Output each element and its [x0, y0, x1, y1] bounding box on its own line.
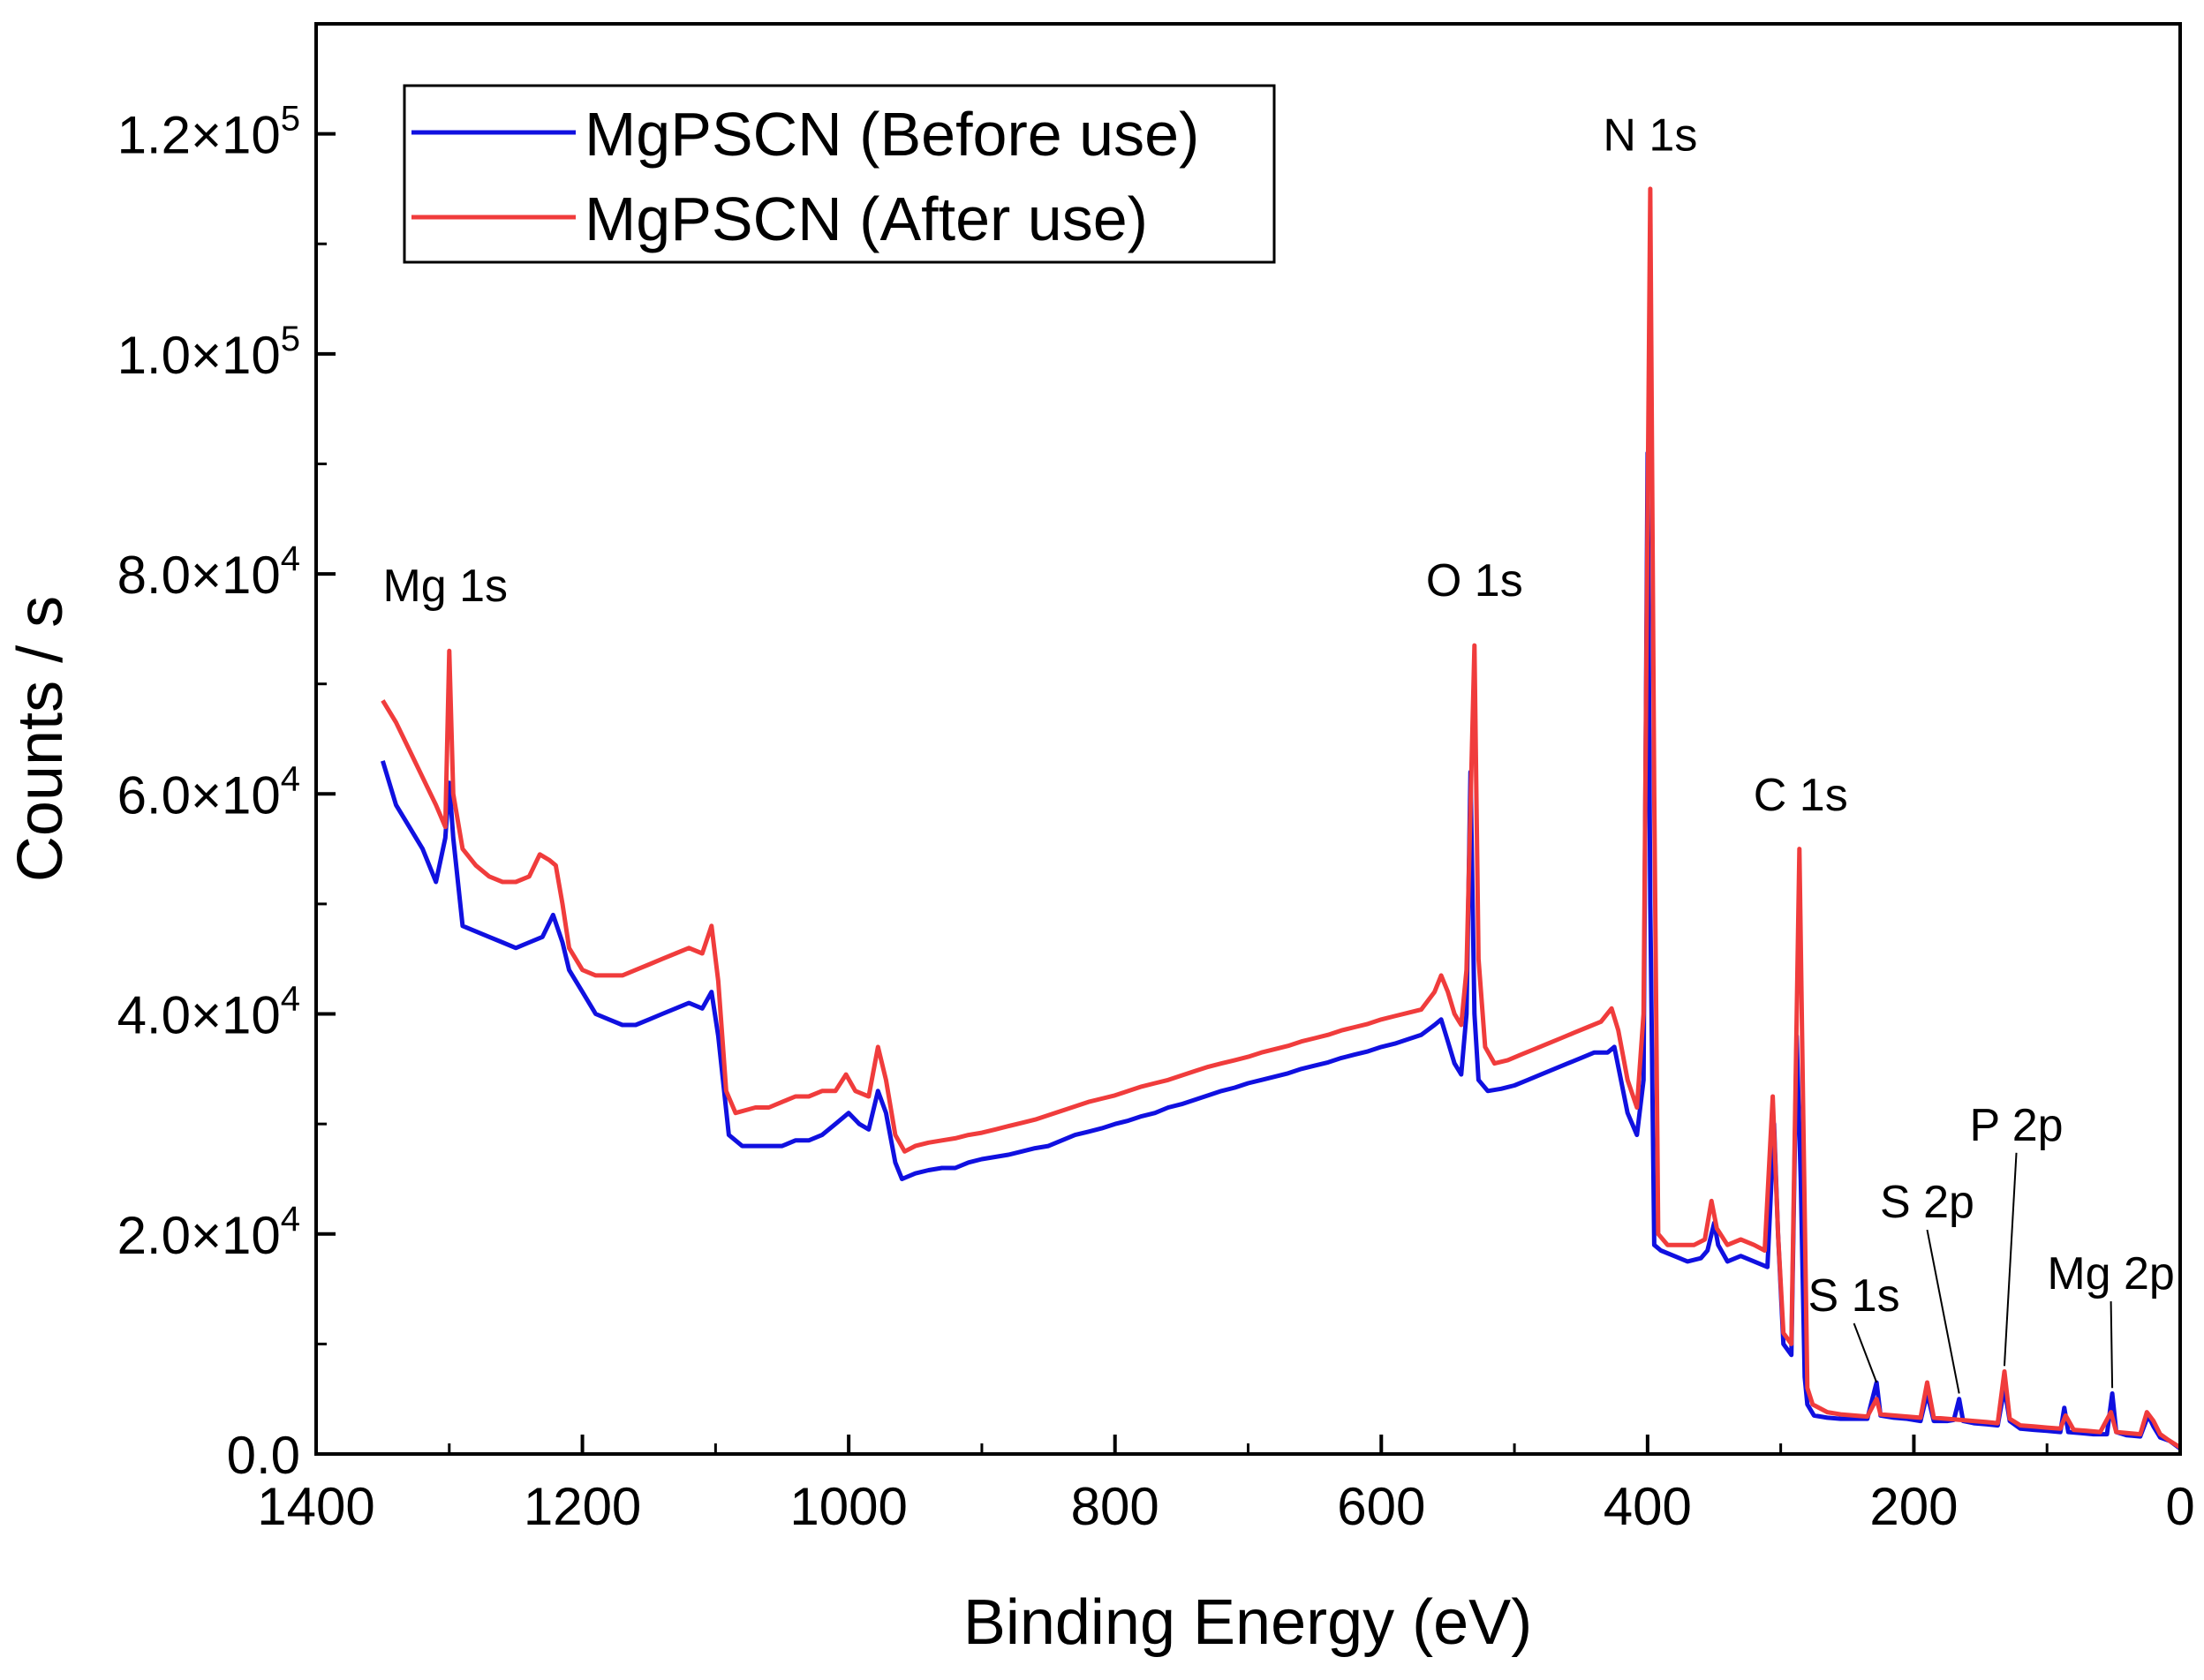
y-tick-label: 2.0×104	[117, 1200, 300, 1265]
legend-label-before: MgPSCN (Before use)	[585, 100, 1199, 169]
x-tick-label: 600	[1337, 1477, 1425, 1536]
peak-label-s-2p: S 2p	[1880, 1177, 1974, 1228]
y-tick-label: 0.0	[227, 1426, 300, 1485]
peak-pointer-s-1s	[1853, 1322, 1878, 1383]
x-tick-label: 400	[1604, 1477, 1692, 1536]
peak-label-c-1s: C 1s	[1754, 770, 1848, 821]
x-axis-title: Binding Energy (eV)	[963, 1587, 1532, 1658]
series-line-after-use	[381, 186, 2182, 1450]
plot-frame	[314, 22, 2182, 1456]
legend-label-after: MgPSCN (After use)	[585, 185, 1148, 253]
peak-label-p-2p: P 2p	[1970, 1100, 2064, 1151]
peak-pointer-mg-2p	[2110, 1301, 2114, 1389]
tick-layer: 1400 1200 1000 800 600 400 200 0 0.0 2.0×104 4.0×1…	[117, 100, 2195, 1536]
legend: MgPSCN (Before use) MgPSCN (After use)	[403, 84, 1276, 264]
legend-box	[403, 84, 1276, 264]
x-tick-label: 0	[2165, 1477, 2194, 1536]
x-tick-label: 800	[1071, 1477, 1159, 1536]
peak-label-mg-1s: Mg 1s	[382, 561, 508, 612]
y-tick-label: 4.0×104	[117, 980, 300, 1045]
y-tick-label: 1.2×105	[117, 100, 300, 165]
peak-pointer-p-2p	[2003, 1152, 2018, 1367]
x-tick-label: 1000	[789, 1477, 907, 1536]
y-tick-label: 8.0×104	[117, 539, 300, 605]
series-layer	[381, 186, 2182, 1450]
peak-label-mg-2p: Mg 2p	[2047, 1248, 2175, 1300]
y-axis-title: Counts / s	[5, 596, 76, 882]
peak-label-s-1s: S 1s	[1808, 1270, 1900, 1322]
peak-pointer-s-2p	[1926, 1229, 1960, 1394]
x-tick-label: 1200	[524, 1477, 641, 1536]
x-tick-label: 200	[1869, 1477, 1958, 1536]
x-tick-label: 1400	[257, 1477, 374, 1536]
peak-label-o-1s: O 1s	[1426, 555, 1523, 606]
y-tick-label: 1.0×105	[117, 320, 300, 385]
peak-label-n-1s: N 1s	[1603, 109, 1697, 161]
y-tick-label: 6.0×104	[117, 759, 300, 825]
annotation-layer: Mg 1s O 1s N 1s C 1s S 1s S 2p P 2p Mg 2p	[382, 109, 2175, 1394]
